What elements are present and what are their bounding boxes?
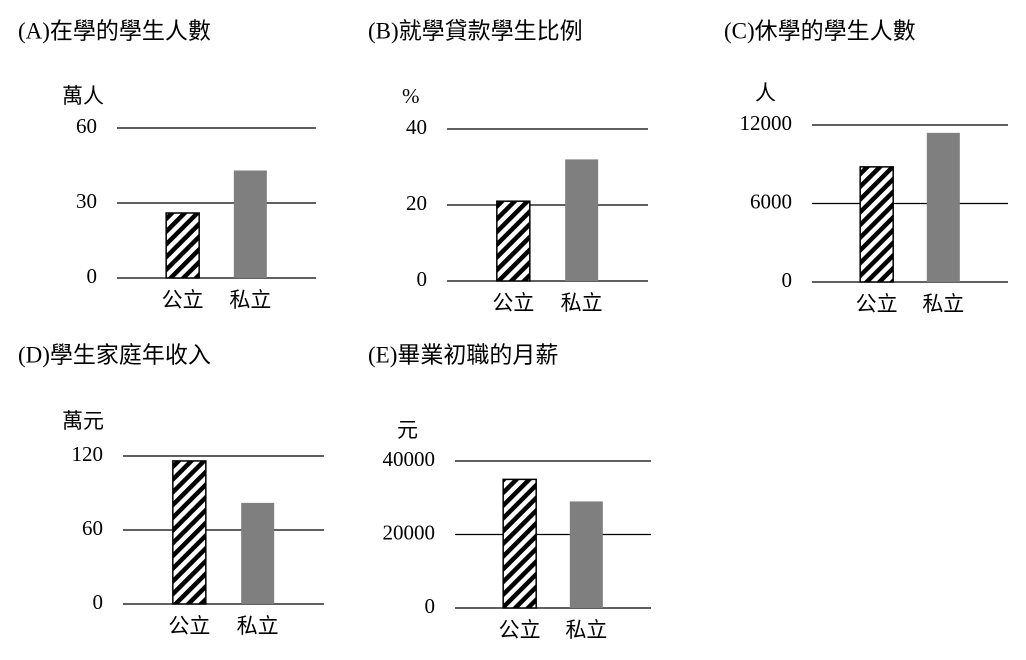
x-tick-label: 公立 (492, 291, 534, 315)
chart-title: (E)畢業初職的月薪 (368, 342, 558, 367)
bar (569, 501, 603, 608)
bar (241, 502, 275, 604)
y-tick-label: 0 (417, 267, 428, 291)
chart-title: (B)就學貸款學生比例 (368, 18, 583, 43)
bar (926, 132, 960, 282)
bar (502, 478, 537, 609)
bar (172, 460, 207, 605)
y-tick-label: 0 (425, 594, 436, 618)
x-tick-label: 私立 (229, 288, 271, 312)
y-tick-label: 0 (87, 264, 98, 288)
y-tick-label: 40 (406, 115, 427, 139)
x-tick-label: 公立 (856, 292, 898, 316)
y-tick-label: 60 (76, 114, 97, 138)
x-tick-label: 私立 (237, 614, 279, 638)
bar (165, 212, 200, 279)
y-tick-label: 0 (782, 268, 793, 292)
y-axis-unit: 元 (397, 418, 418, 442)
bar (565, 159, 599, 281)
y-tick-label: 30 (76, 189, 97, 213)
chart-title: (A)在學的學生人數 (18, 18, 211, 43)
x-tick-label: 公立 (168, 614, 210, 638)
y-tick-label: 0 (93, 590, 104, 614)
chart-title: (D)學生家庭年收入 (18, 342, 211, 367)
y-tick-label: 12000 (740, 111, 793, 135)
bar (233, 170, 267, 278)
chart-title: (C)休學的學生人數 (724, 18, 916, 43)
x-tick-label: 私立 (922, 292, 964, 316)
y-tick-label: 60 (82, 516, 103, 540)
y-axis-unit: % (402, 84, 420, 108)
x-tick-label: 私立 (561, 291, 603, 315)
x-tick-label: 公立 (162, 288, 204, 312)
y-axis-unit: 萬元 (62, 409, 104, 433)
y-tick-label: 20 (406, 191, 427, 215)
y-tick-label: 20000 (383, 520, 436, 544)
y-axis-unit: 人 (755, 81, 776, 105)
y-tick-label: 40000 (383, 447, 436, 471)
bar (496, 200, 531, 282)
y-axis-unit: 萬人 (62, 84, 104, 108)
x-tick-label: 公立 (499, 618, 541, 642)
y-tick-label: 6000 (750, 189, 792, 213)
bar (859, 166, 894, 283)
y-tick-label: 120 (72, 442, 104, 466)
x-tick-label: 私立 (565, 618, 607, 642)
